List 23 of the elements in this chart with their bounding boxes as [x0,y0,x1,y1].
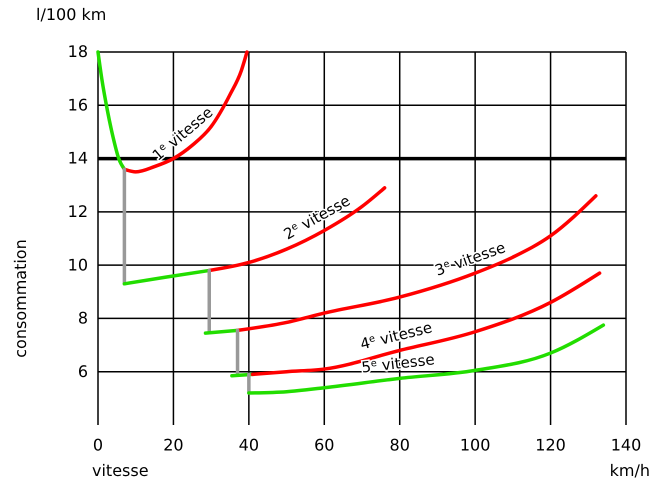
y-tick-label: 8 [78,308,88,328]
y-tick-label: 14 [68,148,88,168]
line-series [208,186,386,272]
y-tick-label: 16 [68,95,88,114]
line-series [247,323,606,395]
x-tick-label: 140 [610,435,642,454]
x-tick-label: 60 [314,435,334,454]
y-tick-label: 12 [68,202,88,221]
y-axis-title: consommation [11,239,30,358]
x-axis-title: vitesse [92,461,149,480]
y-tick-label: 10 [68,255,88,274]
text: 4$^{e}$ vitesse [358,318,434,354]
text: l/100 km [36,5,106,24]
y-tick-label: 18 [68,42,88,62]
text: km/h [610,461,650,480]
x-tick-label: 40 [238,435,260,454]
x-tick-label: 80 [390,435,410,454]
x-tick-label: 100 [460,435,490,454]
line-series [96,50,126,171]
x-tick-label: 0 [92,435,104,454]
x-tick-label: 20 [163,435,184,454]
x-tick-label: 120 [535,435,566,454]
y-tick-label: 6 [78,362,88,381]
